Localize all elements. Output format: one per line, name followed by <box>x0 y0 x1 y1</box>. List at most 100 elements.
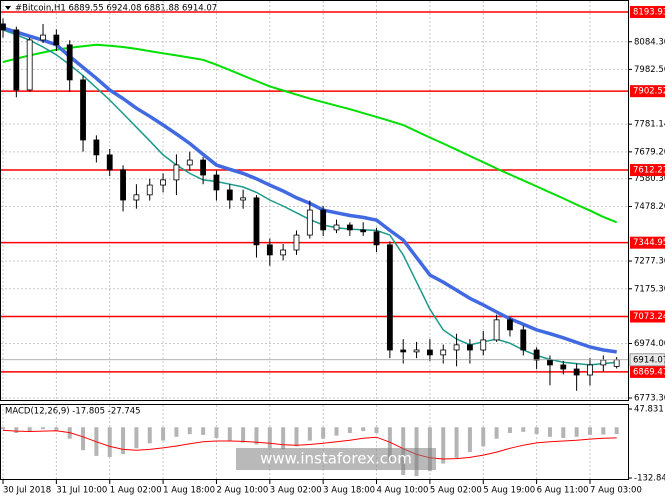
candle-body <box>26 39 33 91</box>
macd-y-tick-label: 47.831 <box>634 405 664 415</box>
candle-body <box>426 349 433 356</box>
macd-bar <box>481 427 486 447</box>
macd-bar <box>614 427 619 435</box>
macd-bar <box>147 427 152 444</box>
x-tick-label: 31 Jul 10:00 <box>56 486 107 496</box>
candle-body <box>186 159 193 166</box>
macd-bar <box>294 427 299 447</box>
candle-body <box>560 364 567 370</box>
y-tick-label: 7580.36 <box>634 174 665 184</box>
candle-body <box>333 224 340 231</box>
candle-body <box>173 164 180 181</box>
macd-bar <box>54 427 59 431</box>
macd-bar <box>174 427 179 437</box>
menu-icon <box>5 6 11 10</box>
macd-bar <box>121 427 126 454</box>
ma-line <box>2 43 618 224</box>
macd-bar <box>1 427 5 430</box>
macd-bar <box>361 427 366 432</box>
candle-body <box>360 229 367 233</box>
candle-body <box>613 359 620 367</box>
macd-bar <box>307 427 312 441</box>
macd-bar <box>521 427 526 432</box>
macd-title: MACD(12,26,9) -17.805 -27.745 <box>5 407 141 417</box>
level-label-bg <box>630 164 665 177</box>
level-label: 8193.93 <box>633 7 665 17</box>
y-tick-label: 6773.30 <box>634 394 665 404</box>
macd-bar <box>334 427 339 436</box>
candle-body <box>213 174 220 191</box>
candle-body <box>493 319 500 341</box>
level-label: 7902.52 <box>633 87 665 97</box>
x-tick-label: 4 Aug 10:00 <box>377 486 429 496</box>
candle-body <box>200 159 207 176</box>
macd-bar <box>321 427 326 439</box>
x-tick-label: 6 Aug 11:00 <box>537 486 589 496</box>
candle-body <box>120 169 126 201</box>
price-label: 6914.07 <box>633 355 665 365</box>
candle-body <box>547 359 553 366</box>
macd-bar <box>41 427 46 430</box>
candle-body <box>520 329 527 351</box>
candle-body <box>320 209 327 231</box>
y-tick-label: 7277.36 <box>634 257 665 267</box>
level-label-bg <box>630 85 665 98</box>
candle-body <box>507 319 513 331</box>
signal-line <box>2 429 617 460</box>
x-tick-label: 2 Aug 10:00 <box>216 486 268 496</box>
macd-bar <box>201 427 206 435</box>
macd-bar <box>214 427 219 438</box>
candle-body <box>40 34 46 41</box>
candle-body <box>440 349 447 356</box>
level-label-bg <box>630 5 665 18</box>
level-label: 7073.24 <box>633 312 665 322</box>
macd-bar <box>281 427 286 450</box>
x-tick-label: 1 Aug 02:00 <box>110 486 162 496</box>
macd-bar <box>574 427 579 437</box>
macd-bar <box>107 427 112 458</box>
x-tick-label: 1 Aug 18:00 <box>163 486 215 496</box>
candle-body <box>587 364 593 376</box>
candle-body <box>146 184 153 196</box>
price-label-bg <box>629 353 665 367</box>
candle-body <box>133 194 140 201</box>
candle-body <box>93 139 100 156</box>
candle-body <box>373 231 380 246</box>
x-tick-label: 30 Jul 2018 <box>3 486 51 496</box>
candle-body <box>160 179 166 186</box>
macd-y-tick-label: -132.847 <box>634 474 665 484</box>
candle-body <box>253 197 260 246</box>
candle-body <box>80 79 86 141</box>
watermark-band <box>236 448 436 470</box>
level-label-bg <box>630 310 665 323</box>
macd-bar <box>601 427 606 435</box>
y-tick-label: 8084.30 <box>634 37 665 47</box>
candle-body <box>0 23 6 31</box>
level-label: 7612.21 <box>633 166 665 176</box>
macd-bar <box>347 427 352 433</box>
macd-bar <box>267 427 272 449</box>
candle-body <box>386 244 393 351</box>
macd-bar <box>587 427 592 435</box>
macd-bar <box>254 427 259 445</box>
price-pane <box>0 0 629 401</box>
level-label-bg <box>630 365 665 378</box>
candle-body <box>306 209 313 236</box>
macd-bar <box>227 427 232 441</box>
macd-bar <box>387 427 392 462</box>
candle-body <box>240 197 247 201</box>
candle-body <box>13 29 20 91</box>
macd-bar <box>241 427 246 443</box>
macd-bar <box>467 427 472 453</box>
macd-bar <box>134 427 139 449</box>
macd-bar <box>454 427 459 458</box>
macd-bar <box>494 427 499 439</box>
macd-bar <box>507 427 512 433</box>
macd-bar <box>561 427 566 438</box>
macd-bar <box>187 427 192 435</box>
macd-bar <box>27 427 32 432</box>
x-tick-label: 7 Aug 03:00 <box>590 486 642 496</box>
macd-bar <box>547 427 552 437</box>
candle-body <box>453 344 460 351</box>
